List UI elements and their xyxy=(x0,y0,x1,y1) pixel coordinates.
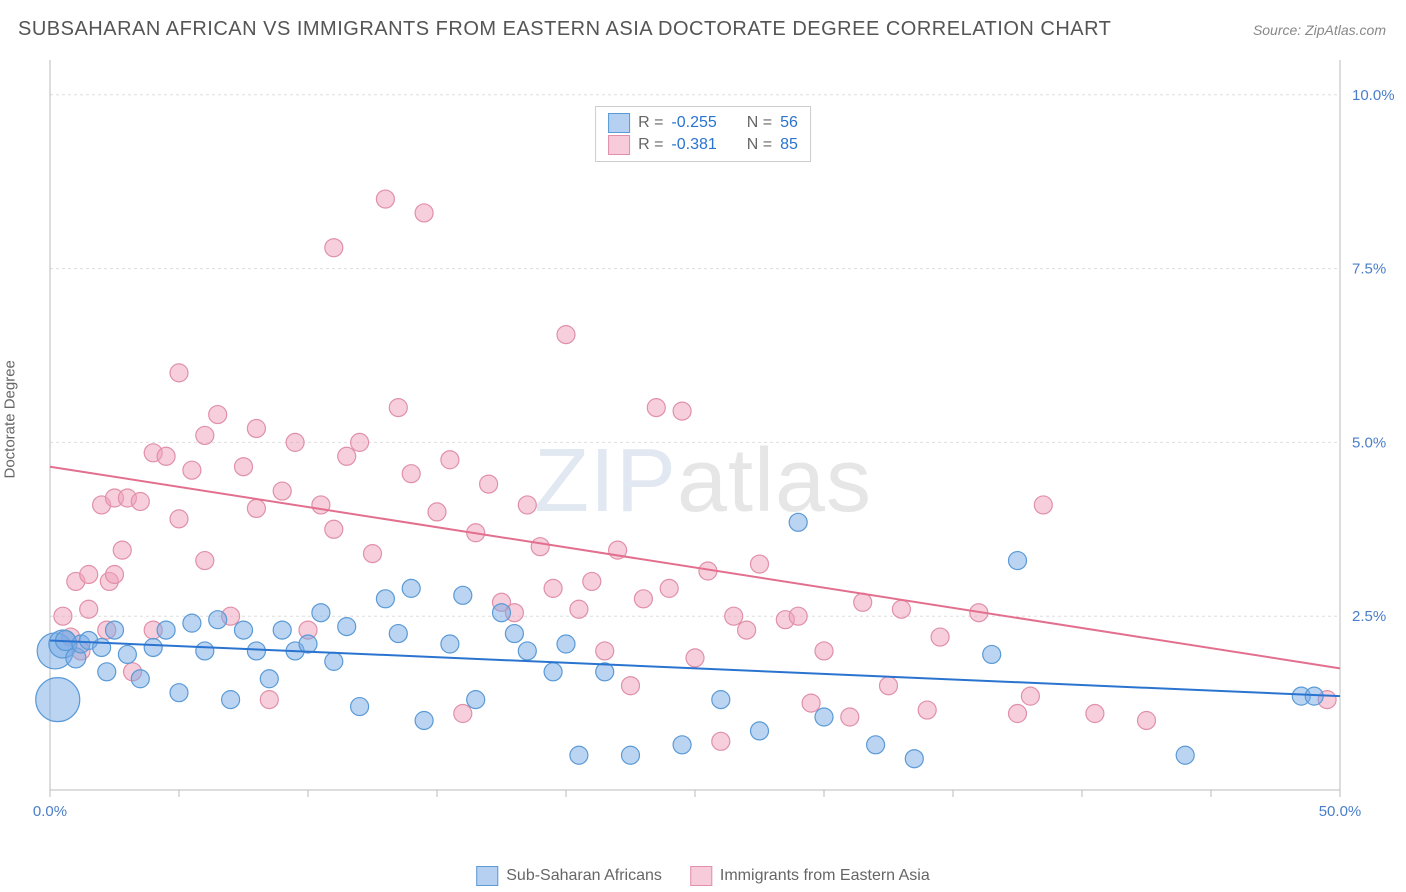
legend-swatch-blue xyxy=(476,866,498,886)
n-label: N = xyxy=(747,114,772,132)
r-label: R = xyxy=(638,114,663,132)
correlation-legend: R = -0.255 N = 56 R = -0.381 N = 85 xyxy=(595,106,811,162)
svg-text:7.5%: 7.5% xyxy=(1352,261,1386,278)
legend-item-blue: Sub-Saharan Africans xyxy=(476,866,662,886)
legend-label-pink: Immigrants from Eastern Asia xyxy=(720,867,930,885)
chart-title: SUBSAHARAN AFRICAN VS IMMIGRANTS FROM EA… xyxy=(18,18,1111,41)
r-value-blue: -0.255 xyxy=(671,114,716,132)
n-value-pink: 85 xyxy=(780,136,798,154)
legend-swatch-pink xyxy=(690,866,712,886)
legend-swatch-pink xyxy=(608,135,630,155)
source-attribution: Source: ZipAtlas.com xyxy=(1253,22,1386,38)
n-label: N = xyxy=(747,136,772,154)
scatter-chart: 2.5% 5.0% 7.5% 10.0% 0.0% 50.0% xyxy=(0,50,1406,830)
chart-container: Doctorate Degree 2.5% 5.0% 7.5% 10.0% 0.0% 50… xyxy=(0,50,1406,892)
series-legend: Sub-Saharan Africans Immigrants from Eas… xyxy=(476,866,930,886)
svg-text:10.0%: 10.0% xyxy=(1352,87,1395,104)
svg-text:0.0%: 0.0% xyxy=(33,803,67,820)
svg-text:5.0%: 5.0% xyxy=(1352,434,1386,451)
legend-row-pink: R = -0.381 N = 85 xyxy=(608,134,798,156)
y-axis-label: Doctorate Degree xyxy=(2,360,19,478)
r-value-pink: -0.381 xyxy=(671,136,716,154)
legend-swatch-blue xyxy=(608,113,630,133)
svg-text:2.5%: 2.5% xyxy=(1352,608,1386,625)
n-value-blue: 56 xyxy=(780,114,798,132)
r-label: R = xyxy=(638,136,663,154)
legend-row-blue: R = -0.255 N = 56 xyxy=(608,112,798,134)
legend-label-blue: Sub-Saharan Africans xyxy=(506,867,662,885)
svg-text:50.0%: 50.0% xyxy=(1319,803,1362,820)
legend-item-pink: Immigrants from Eastern Asia xyxy=(690,866,930,886)
